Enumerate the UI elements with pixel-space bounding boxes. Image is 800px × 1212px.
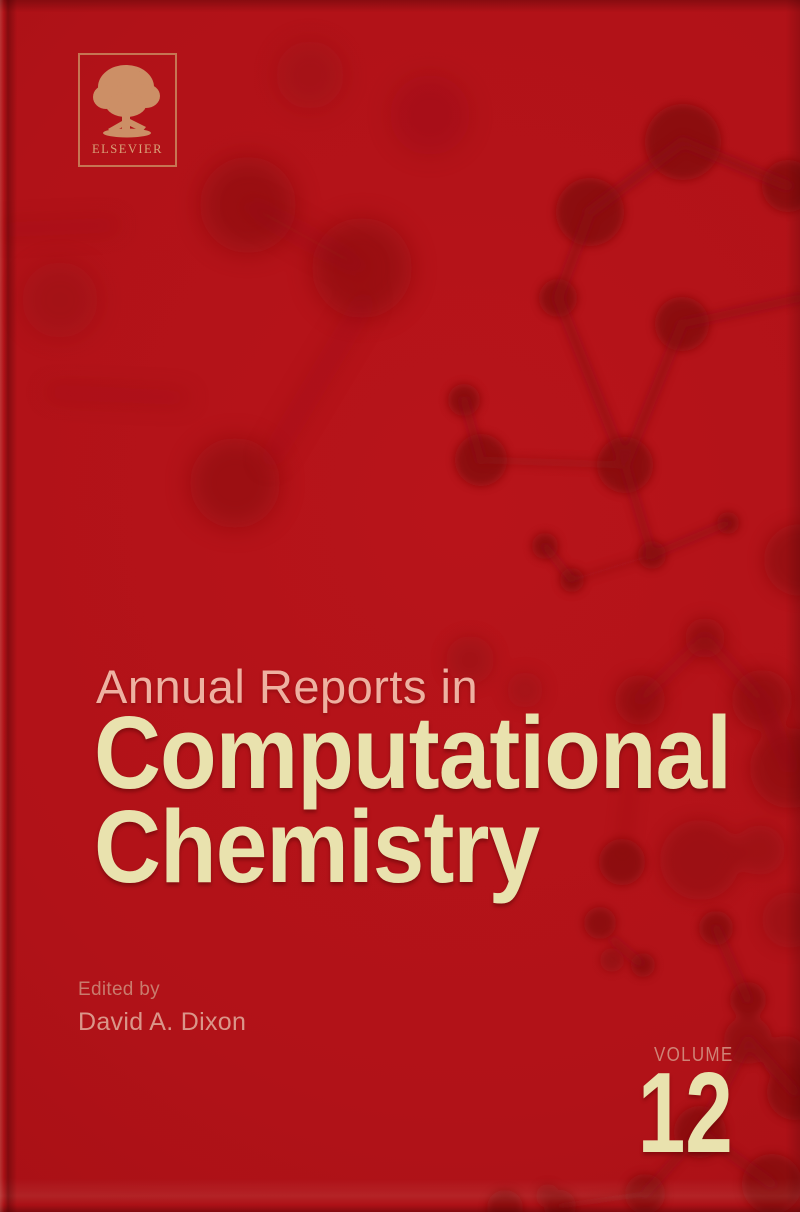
book-title: Computational Chemistry bbox=[94, 695, 732, 904]
book-title-line-2: Chemistry bbox=[94, 789, 540, 904]
edited-by-label: Edited by bbox=[78, 979, 160, 1000]
book-title-line-1: Computational bbox=[94, 695, 732, 810]
series-title: Annual Reports in bbox=[96, 660, 479, 713]
elsevier-logo: ELSEVIER bbox=[78, 53, 177, 167]
elsevier-tree-icon bbox=[93, 65, 160, 138]
publisher-name: ELSEVIER bbox=[91, 142, 164, 156]
editor-name: David A. Dixon bbox=[78, 1008, 247, 1036]
volume-label: VOLUME bbox=[653, 1044, 733, 1066]
volume-number: 12 bbox=[637, 1050, 733, 1177]
